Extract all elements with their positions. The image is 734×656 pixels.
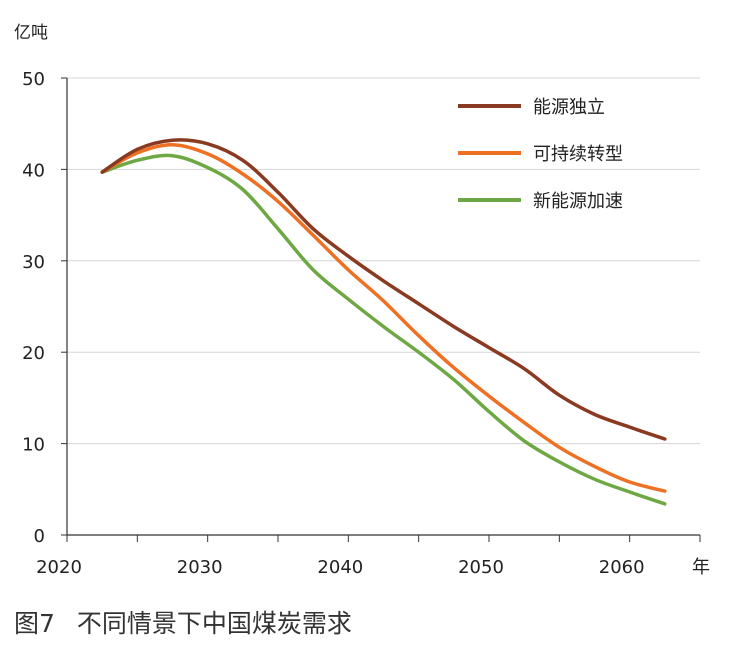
y-axis-unit-label: 亿吨 xyxy=(14,23,48,43)
series-line xyxy=(100,142,667,493)
legend-label: 能源独立 xyxy=(533,97,605,118)
x-tick-label: 2040 xyxy=(317,557,363,578)
figure-title: 不同情景下中国煤炭需求 xyxy=(76,609,352,638)
x-tick-label: 2030 xyxy=(177,557,223,578)
series-line xyxy=(100,138,667,441)
x-tick-label: 2050 xyxy=(458,557,504,578)
gridlines xyxy=(67,77,700,445)
y-tick-label: 30 xyxy=(22,252,45,273)
y-tick-label: 0 xyxy=(34,526,45,547)
x-tick-label: 2020 xyxy=(36,557,82,578)
figure-caption: 图7 不同情景下中国煤炭需求 xyxy=(14,604,352,640)
figure-number: 图7 xyxy=(14,609,55,638)
legend-label: 可持续转型 xyxy=(533,144,623,165)
axes: 50 40 30 20 10 0 2020 2030 2040 2050 2060 xyxy=(22,69,701,578)
y-tick-label: 50 xyxy=(22,69,45,90)
series-line xyxy=(100,153,667,506)
y-tick-label: 20 xyxy=(22,343,45,364)
x-axis-unit-label: 年 xyxy=(692,557,710,578)
series-lines xyxy=(100,138,667,506)
y-tick-label: 40 xyxy=(22,160,45,181)
legend-label: 新能源加速 xyxy=(533,191,623,212)
x-tick-label: 2060 xyxy=(599,557,645,578)
y-tick-label: 10 xyxy=(22,435,45,456)
